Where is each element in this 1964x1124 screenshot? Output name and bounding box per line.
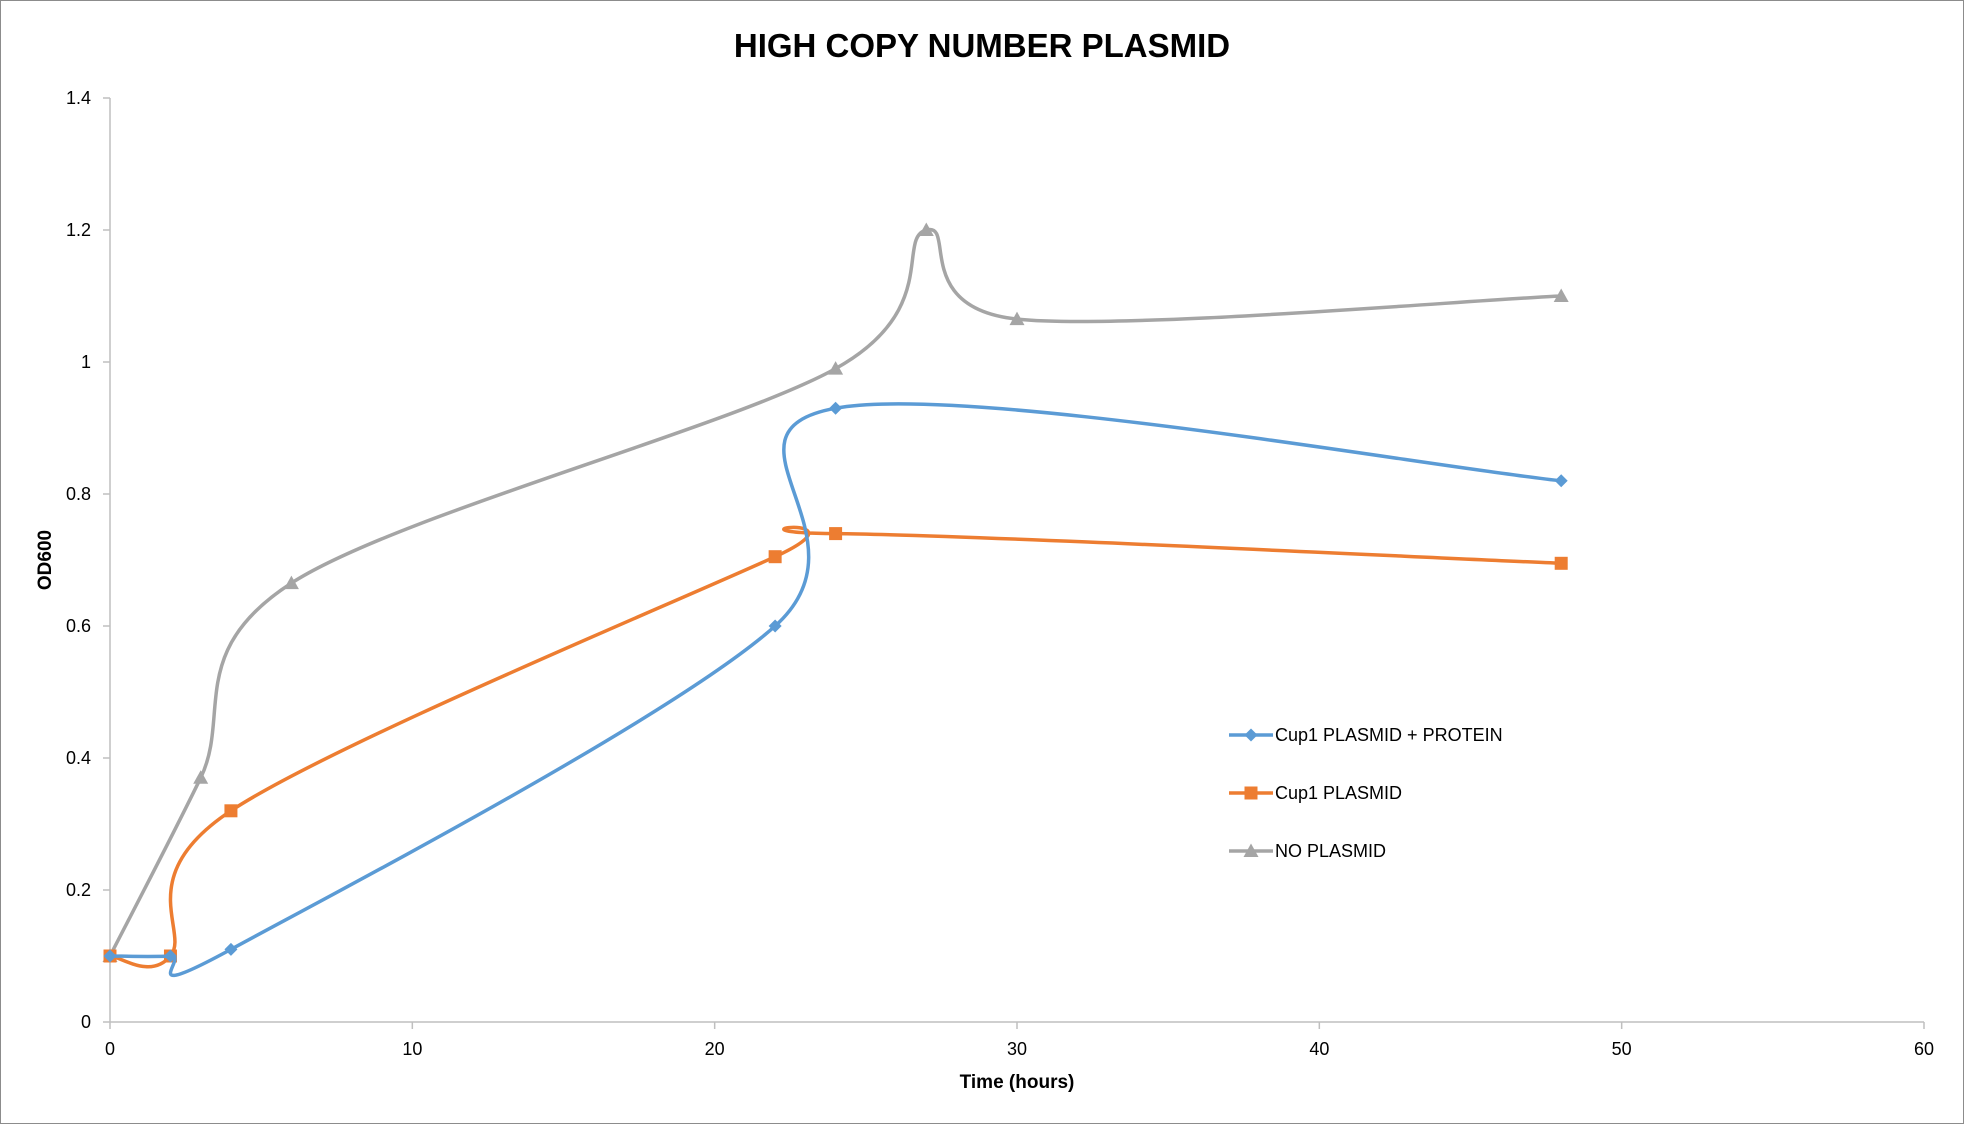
chart-title: HIGH COPY NUMBER PLASMID <box>734 27 1230 64</box>
data-point-no-plasmid <box>828 361 844 375</box>
legend-label-cup1-plasmid: Cup1 PLASMID <box>1275 783 1402 803</box>
y-tick-label: 0.4 <box>66 748 91 768</box>
y-tick-label: 0.2 <box>66 880 91 900</box>
y-tick-label: 0.8 <box>66 484 91 504</box>
legend-item-cup1-plasmid-protein: Cup1 PLASMID + PROTEIN <box>1229 725 1503 745</box>
x-tick-label: 40 <box>1309 1039 1329 1059</box>
series-line-cup1-plasmid-protein <box>108 402 1563 978</box>
x-tick-label: 60 <box>1914 1039 1934 1059</box>
data-point-no-plasmid <box>1553 288 1569 302</box>
axes <box>103 97 1925 1029</box>
x-tick-label: 10 <box>402 1039 422 1059</box>
legend-label-cup1-plasmid-protein: Cup1 PLASMID + PROTEIN <box>1275 725 1503 745</box>
legend-marker <box>1244 728 1258 742</box>
data-point-no-plasmid <box>1009 311 1025 326</box>
data-point-cup1-plasmid <box>829 527 843 541</box>
data-point-no-plasmid <box>283 575 299 590</box>
data-point-no-plasmid <box>193 770 209 784</box>
data-point-cup1-plasmid <box>224 804 238 818</box>
legend-marker <box>1243 843 1259 857</box>
x-axis-label: Time (hours) <box>960 1072 1075 1093</box>
x-tick-label: 20 <box>705 1039 725 1059</box>
tick-labels: 0 0.2 0.4 0.6 0.8 1 1.2 1.4 0 10 20 30 40 50 60 <box>66 88 1934 1059</box>
data-point-cup1-plasmid-protein <box>163 949 177 963</box>
data-point-cup1-plasmid-protein <box>1554 474 1568 488</box>
data-point-cup1-plasmid-protein <box>224 942 238 956</box>
series-cup1-plasmid-protein <box>103 401 1568 978</box>
legend-item-no-plasmid: NO PLASMID <box>1229 841 1386 861</box>
data-point-cup1-plasmid <box>768 550 782 564</box>
x-tick-label: 50 <box>1612 1039 1632 1059</box>
y-tick-label: 1 <box>81 352 91 372</box>
legend-item-cup1-plasmid: Cup1 PLASMID <box>1229 783 1402 803</box>
legend-label-no-plasmid: NO PLASMID <box>1275 841 1386 861</box>
y-tick-label: 0.6 <box>66 616 91 636</box>
data-point-cup1-plasmid-protein <box>103 949 117 963</box>
y-tick-label: 1.4 <box>66 88 91 108</box>
y-axis-label: OD600 <box>35 530 56 590</box>
series-line-cup1-plasmid <box>108 525 1563 969</box>
data-point-cup1-plasmid-protein <box>829 401 843 415</box>
series-layer <box>102 222 1569 978</box>
y-tick-label: 1.2 <box>66 220 91 240</box>
data-point-no-plasmid <box>918 222 934 236</box>
x-tick-label: 30 <box>1007 1039 1027 1059</box>
data-point-cup1-plasmid <box>1554 556 1568 570</box>
y-tick-label: 0 <box>81 1012 91 1032</box>
x-tick-label: 0 <box>105 1039 115 1059</box>
legend: Cup1 PLASMID + PROTEIN Cup1 PLASMID NO PLA… <box>1229 725 1503 861</box>
legend-marker <box>1244 786 1258 800</box>
data-point-cup1-plasmid-protein <box>768 619 782 633</box>
